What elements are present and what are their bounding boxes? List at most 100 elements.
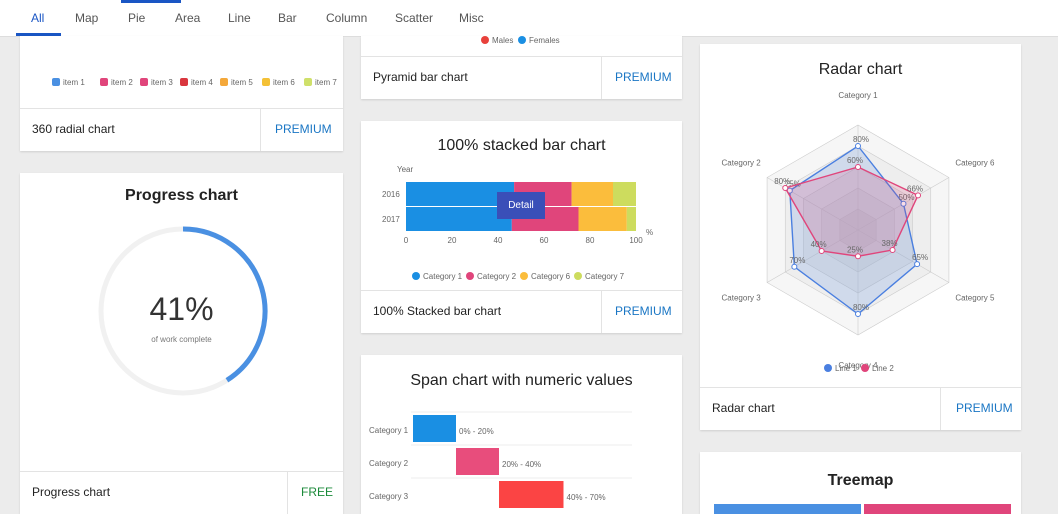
legend-label: Males	[492, 36, 513, 45]
tab-misc[interactable]: Misc	[459, 11, 484, 25]
card-footer: 100% Stacked bar chart PREMIUM	[361, 290, 682, 333]
x-tick-label: 60	[540, 236, 549, 245]
card-footer: Pyramid bar chart PREMIUM	[361, 56, 682, 99]
span-value-label: 0% - 20%	[459, 427, 494, 436]
footer-divider	[601, 57, 602, 99]
progress-caption: of work complete	[151, 335, 212, 344]
tab-column[interactable]: Column	[326, 11, 368, 25]
radar-point-label: 80%	[853, 303, 869, 312]
x-tick-label: 80	[586, 236, 595, 245]
radar-point-label: 80%	[774, 177, 790, 186]
radial-chart-card[interactable]: item 1 item 2 item 3 item 4 item 5 item 6 item…	[20, 36, 343, 151]
progress-chart-card[interactable]: Progress chart 41% of work complete Prog…	[20, 173, 343, 514]
chart-type-tabs: All Map Pie Area Line Bar Column Scatter…	[0, 0, 1058, 37]
radar-point	[791, 263, 798, 270]
card-name: 100% Stacked bar chart	[373, 304, 502, 318]
stacked-bar-segment	[406, 182, 515, 206]
footer-divider	[260, 109, 261, 151]
radar-point-label: 66%	[907, 184, 923, 193]
tab-scatter[interactable]: Scatter	[395, 11, 434, 25]
legend-label: Line 1	[835, 364, 857, 373]
legend-marker	[466, 272, 474, 280]
card-footer: 360 radial chart PREMIUM	[20, 108, 343, 151]
span-bar	[456, 448, 499, 475]
radar-chart-card[interactable]: Radar chart Category 1 Category 6 Category…	[700, 44, 1021, 430]
card-title: Span chart with numeric values	[410, 372, 633, 389]
category-label: Category 2	[369, 459, 409, 468]
radar-chart: Category 1 Category 6 Category 5 Category 4…	[722, 91, 996, 373]
progress-ring	[98, 226, 268, 396]
legend-label: item 4	[191, 78, 213, 87]
radar-point	[915, 192, 922, 199]
radar-point-label: 80%	[853, 135, 869, 144]
legend-marker	[412, 272, 420, 280]
radar-axis-line	[766, 229, 859, 283]
treemap-card[interactable]: Treemap	[700, 452, 1021, 514]
y-axis-label: Year	[397, 165, 414, 174]
tab-bar[interactable]: Bar	[278, 11, 297, 25]
free-badge[interactable]: FREE	[301, 485, 334, 499]
radar-axis-label: Category 1	[838, 91, 878, 100]
stacked-bar-segment	[626, 207, 636, 231]
y-tick-label: 2017	[382, 215, 400, 224]
premium-badge[interactable]: PREMIUM	[615, 70, 672, 84]
radar-axis-line	[766, 177, 859, 231]
card-footer: Progress chart FREE	[20, 471, 343, 514]
tab-area[interactable]: Area	[175, 11, 201, 25]
active-tab-indicator	[16, 33, 61, 36]
radar-point-label: 75%	[785, 180, 801, 189]
radar-point-label: 60%	[847, 156, 863, 165]
legend-label: Line 2	[872, 364, 894, 373]
legend-swatch	[220, 78, 228, 86]
card-name: 360 radial chart	[32, 122, 115, 136]
card-footer: Radar chart PREMIUM	[700, 387, 1021, 430]
radar-axis-label: Category 2	[722, 159, 762, 168]
radar-point	[914, 261, 921, 268]
radar-point	[855, 143, 861, 149]
span-chart-card[interactable]: Span chart with numeric values Category …	[361, 355, 682, 514]
tab-all[interactable]: All	[31, 11, 45, 25]
legend-label: Category 2	[477, 272, 517, 281]
legend-label: Category 6	[531, 272, 571, 281]
premium-badge[interactable]: PREMIUM	[956, 401, 1013, 415]
radar-point-label: 70%	[789, 256, 805, 265]
legend-marker	[824, 364, 832, 372]
card-title: Treemap	[827, 472, 894, 489]
tab-pie[interactable]: Pie	[128, 11, 146, 25]
radar-point-label: 50%	[898, 193, 914, 202]
legend-marker	[861, 364, 869, 372]
legend-swatch	[304, 78, 312, 86]
radar-point	[855, 253, 861, 260]
tab-line[interactable]: Line	[228, 11, 251, 25]
stacked-bar-chart-card[interactable]: 100% stacked bar chart Year 2016 2017 0 20 40…	[361, 121, 682, 333]
radar-point	[855, 164, 861, 170]
radar-axis-label: Category 5	[955, 294, 995, 303]
footer-divider	[287, 472, 288, 514]
card-name: Pyramid bar chart	[373, 70, 468, 84]
legend-marker	[520, 272, 528, 280]
x-tick-label: 100	[629, 236, 643, 245]
legend-label: Category 7	[585, 272, 625, 281]
span-value-label: 40% - 70%	[567, 493, 606, 502]
legend-swatch	[100, 78, 108, 86]
radar-point	[818, 248, 825, 254]
radar-point-label: 25%	[847, 245, 863, 254]
card-title: Progress chart	[125, 187, 238, 204]
detail-button[interactable]: Detail	[497, 192, 545, 219]
premium-badge[interactable]: PREMIUM	[275, 122, 332, 136]
tab-map[interactable]: Map	[75, 11, 99, 25]
category-label: Category 1	[369, 426, 409, 435]
legend-label: item 1	[63, 78, 85, 87]
premium-badge[interactable]: PREMIUM	[615, 304, 672, 318]
tab-scroll-indicator	[121, 0, 181, 3]
radar-point	[900, 200, 907, 207]
radar-point	[889, 246, 896, 253]
radar-point-label: 65%	[912, 253, 928, 262]
radar-axis-label: Category 4	[838, 361, 878, 370]
legend-label: Females	[529, 36, 560, 45]
footer-divider	[940, 388, 941, 430]
legend-marker	[518, 36, 526, 44]
pyramid-chart-card[interactable]: Males Females Pyramid bar chart PREMIUM	[361, 36, 682, 99]
span-chart: Category 1 0% - 20% Category 2 20% - 40% Cat…	[369, 411, 632, 508]
stacked-bar-segment	[613, 182, 636, 206]
